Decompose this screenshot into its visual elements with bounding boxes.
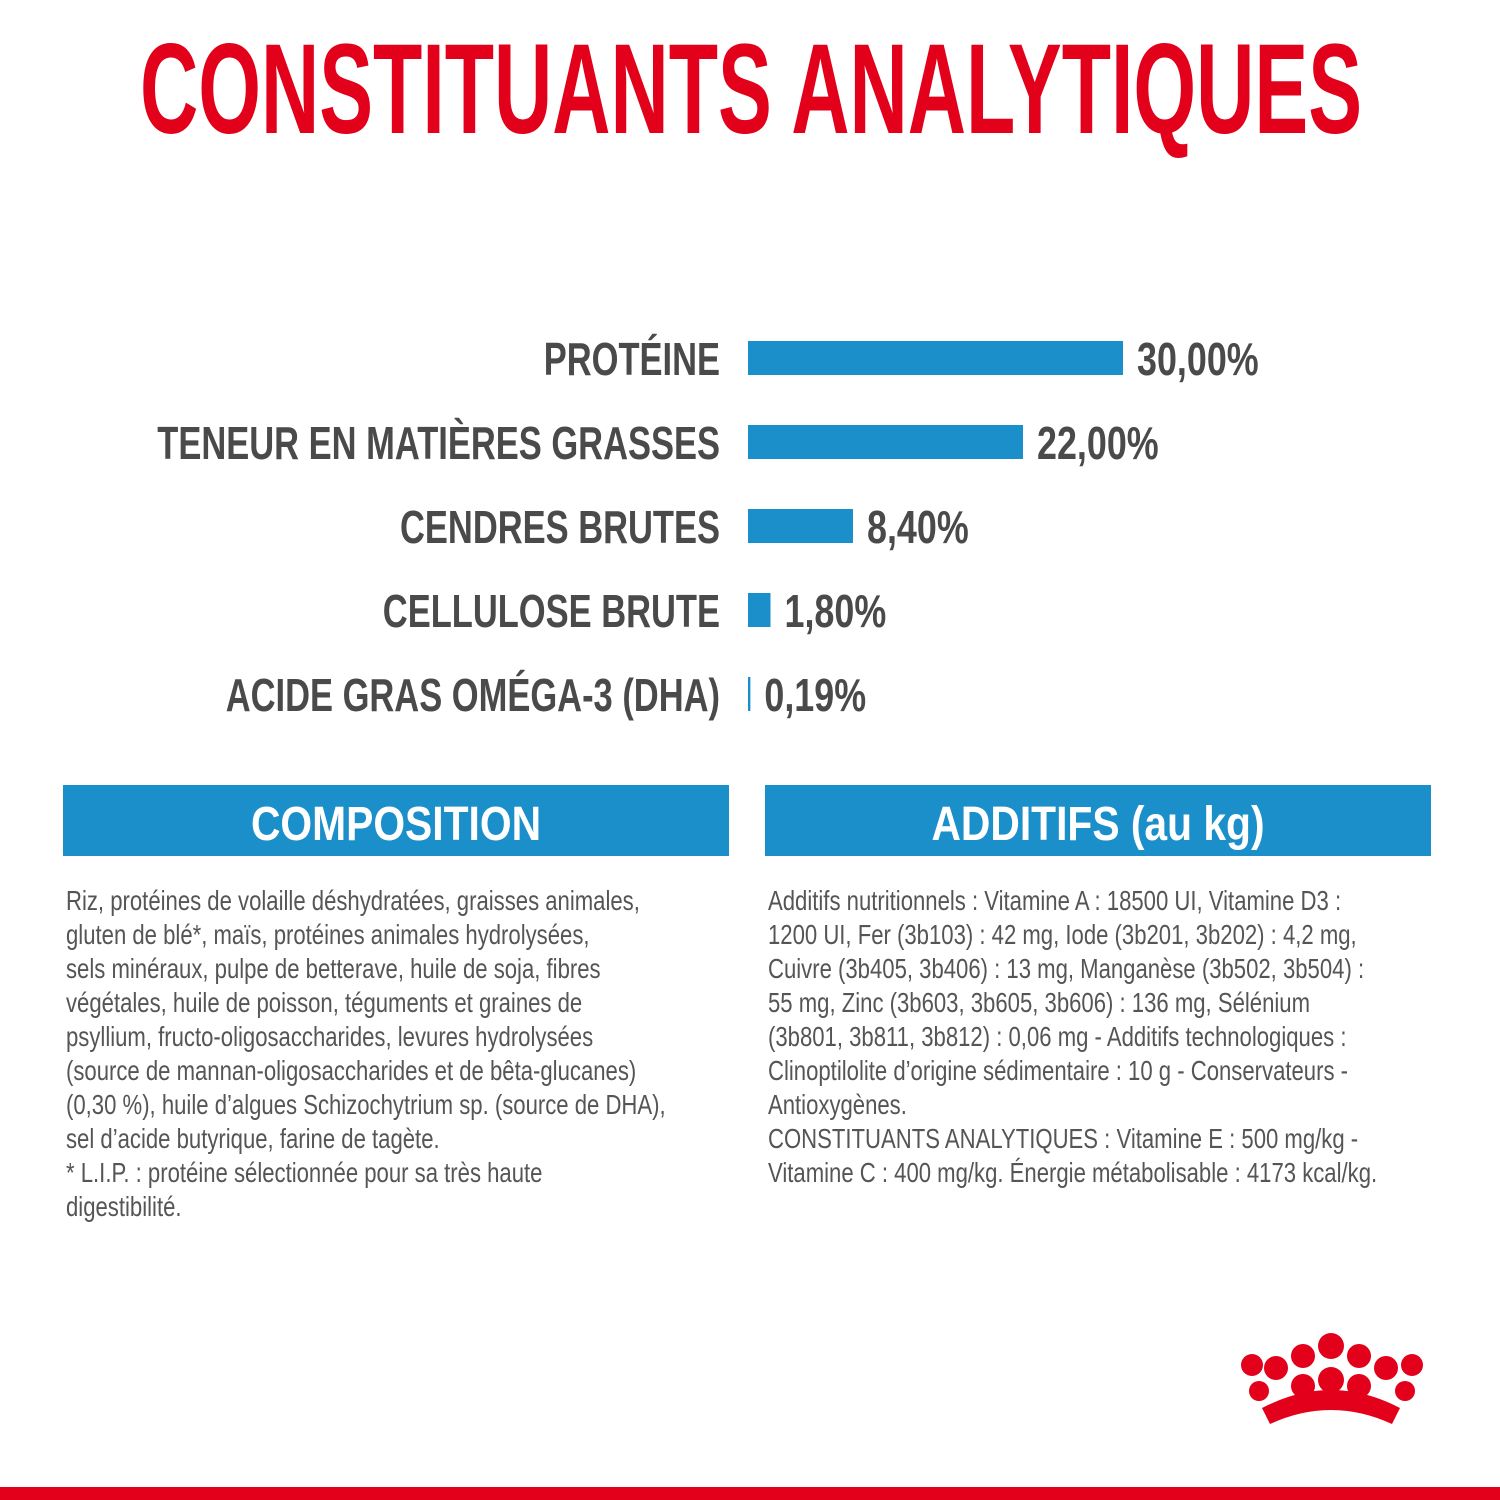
body-line: végétales, huile de poisson, téguments e… [66,988,582,1019]
chart-title: CONSTITUANTS ANALYTIQUES [140,18,1362,161]
value-label: 30,00% [1137,334,1259,385]
body-line: sels minéraux, pulpe de betterave, huile… [66,954,601,985]
body-line: Clinoptilolite d’origine sédimentaire : … [768,1056,1348,1087]
bottom-band [0,1487,1500,1500]
body-line: sel d’acide butyrique, farine de tagète. [66,1124,440,1155]
body-line: psyllium, fructo-oligosaccharides, levur… [66,1022,593,1053]
category-label: ACIDE GRAS OMÉGA-3 (DHA) [226,669,720,721]
body-line: Additifs nutritionnels : Vitamine A : 18… [768,886,1341,917]
value-label: 8,40% [867,502,969,553]
bar [748,425,1023,459]
value-label: 0,19% [764,670,866,721]
body-line: 1200 UI, Fer (3b103) : 42 mg, Iode (3b20… [768,920,1357,951]
bar [748,677,751,711]
category-label: PROTÉINE [544,333,720,385]
body-line: (source de mannan-oligosaccharides et de… [66,1056,636,1087]
section-title: COMPOSITION [251,798,541,851]
category-label: CELLULOSE BRUTE [383,585,720,637]
body-line: (3b801, 3b811, 3b812) : 0,06 mg - Additi… [768,1022,1346,1053]
bar [748,593,771,627]
section-title: ADDITIFS (au kg) [931,798,1264,851]
bar [748,341,1123,375]
body-line: * L.I.P. : protéine sélectionnée pour sa… [66,1158,542,1189]
body-line: Antioxygènes. [768,1090,907,1121]
value-label: 22,00% [1037,418,1159,469]
body-line: digestibilité. [66,1192,182,1223]
body-line: 55 mg, Zinc (3b603, 3b605, 3b606) : 136 … [768,988,1310,1019]
body-line: Riz, protéines de volaille déshydratées,… [66,886,640,917]
body-line: CONSTITUANTS ANALYTIQUES : Vitamine E : … [768,1124,1358,1155]
category-label: CENDRES BRUTES [400,501,720,553]
additifs-header [765,785,1431,856]
value-label: 1,80% [785,586,887,637]
bar [748,509,853,543]
category-label: TENEUR EN MATIÈRES GRASSES [157,417,720,469]
logo [1241,1333,1423,1424]
composition-header [63,785,729,856]
body-line: (0,30 %), huile d’algues Schizochytrium … [66,1090,666,1121]
body-line: Cuivre (3b405, 3b406) : 13 mg, Manganèse… [768,954,1364,985]
body-line: gluten de blé*, maïs, protéines animales… [66,920,590,951]
body-line: Vitamine C : 400 mg/kg. Énergie métaboli… [768,1156,1377,1188]
